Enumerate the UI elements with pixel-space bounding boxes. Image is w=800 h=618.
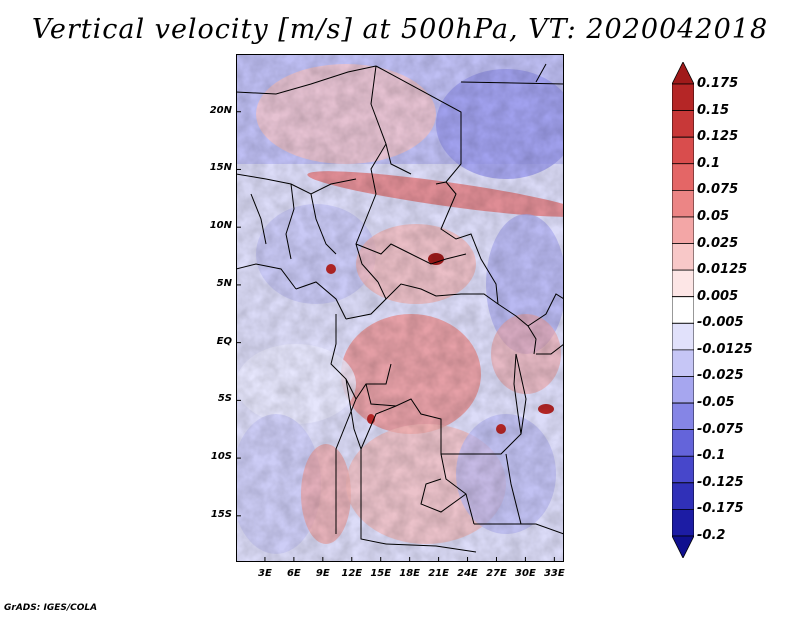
colorbar-label: -0.0125 [697,341,753,357]
colorbar-top-arrow [672,62,694,85]
colorbar-label: 0.1 [697,155,721,171]
lat-tick-label: 15N [209,162,232,174]
chart-title: Vertical velocity [m/s] at 500hPa, VT: 2… [31,14,769,45]
colorbar-label: -0.075 [697,421,744,437]
colorbar-segment [672,455,694,484]
lon-tick-label: 18E [399,568,421,579]
colorbar-label: -0.1 [697,448,726,464]
map-frame [236,54,564,562]
colorbar-label: -0.125 [697,474,744,490]
lon-tick-label: 15E [370,568,392,579]
lon-tick-label: 27E [486,568,507,579]
colorbar-segment [672,349,694,377]
colorbar-label: 0.05 [697,208,730,224]
colorbar-label: 0.005 [697,288,739,304]
colorbar-segment [672,216,694,244]
colorbar-label: -0.005 [697,315,744,331]
colorbar-label: 0.15 [697,102,730,118]
colorbar [672,62,694,558]
lon-tick-label: 21E [428,568,449,579]
colorbar-label: 0.125 [697,129,739,145]
colorbar-label: -0.025 [697,368,744,384]
colorbar-label: -0.175 [697,501,744,517]
grads-credit: GrADS: IGES/COLA [4,603,98,613]
lat-tick-label: 5S [217,393,232,405]
colorbar-segment [672,269,694,298]
colorbar-segment [672,509,694,537]
lat-tick-label: 5N [216,277,232,289]
colorbar-segment [672,136,694,165]
lon-tick-label: 12E [341,568,363,579]
lat-tick-label: 20N [209,104,232,116]
noise-texture [236,54,564,562]
colorbar-label: 0.075 [697,182,739,198]
colorbar-segment [672,296,694,324]
lon-tick-label: 3E [258,568,272,579]
lat-tick-label: 10S [210,451,232,463]
map-plot [236,54,564,562]
colorbar-segment [672,402,694,431]
colorbar-bottom-arrow [672,535,694,558]
lon-tick-label: 24E [457,568,478,579]
lon-tick-label: 30E [515,568,536,579]
lat-tick-label: 15S [210,508,232,520]
colorbar-label: 0.0125 [697,262,748,278]
colorbar-segment [672,243,694,271]
lon-tick-label: 6E [286,568,301,579]
colorbar-segment [672,110,694,138]
colorbar-segment [672,189,694,218]
country-borders [236,63,564,553]
colorbar-label: -0.05 [697,395,735,411]
colorbar-segment [672,163,694,191]
colorbar-segment [672,376,694,404]
colorbar-segment [672,322,694,351]
colorbar-label: 0.175 [697,76,739,91]
lat-tick-label: EQ [216,335,232,347]
colorbar-segment [672,482,694,510]
lat-tick-label: 10N [209,220,232,232]
colorbar-label: -0.2 [697,528,726,543]
lon-tick-label: 9E [315,568,330,579]
colorbar-segment [672,83,694,111]
colorbar-label: 0.025 [697,235,739,251]
lon-tick-label: 33E [543,568,565,579]
colorbar-segment [672,429,694,457]
